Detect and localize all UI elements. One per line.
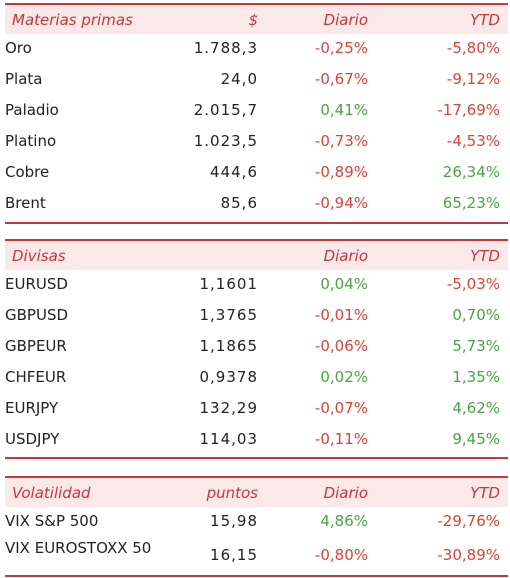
header-label: Divisas: [12, 247, 66, 265]
row-ytd: -9,12%: [446, 70, 500, 88]
row-name: CHFEUR: [5, 368, 67, 386]
section-divider: [5, 575, 508, 577]
row-name: Platino: [5, 132, 57, 150]
row-daily: -0,94%: [314, 194, 368, 212]
row-value: 0,9378: [199, 368, 258, 386]
table-row: CHFEUR 0,9378 0,02% 1,35%: [5, 363, 508, 394]
row-value: 444,6: [210, 163, 258, 181]
row-ytd: -30,89%: [437, 546, 500, 564]
table-row: Plata 24,0 -0,67% -9,12%: [5, 65, 508, 96]
row-value: 1,3765: [199, 306, 258, 324]
row-value: 2.015,7: [193, 101, 258, 119]
volatility-header: Volatilidad puntos Diario YTD: [5, 476, 508, 507]
row-value: 15,98: [210, 512, 258, 530]
row-name: Cobre: [5, 163, 50, 181]
header-label: Materias primas: [12, 11, 133, 29]
row-value: 1.023,5: [193, 132, 258, 150]
header-unit: puntos: [206, 484, 258, 502]
row-ytd: 9,45%: [452, 430, 500, 448]
row-daily: -0,25%: [314, 39, 368, 57]
row-name: USDJPY: [5, 430, 60, 448]
header-daily: Diario: [323, 247, 368, 265]
row-name: EURJPY: [5, 399, 59, 417]
row-name: VIX EUROSTOXX 50: [5, 539, 152, 557]
row-ytd: 1,35%: [452, 368, 500, 386]
table-row: EURUSD 1,1601 0,04% -5,03%: [5, 270, 508, 301]
row-value: 85,6: [220, 194, 258, 212]
row-ytd: -5,03%: [446, 275, 500, 293]
section-divider: [5, 457, 508, 459]
table-row: Paladio 2.015,7 0,41% -17,69%: [5, 96, 508, 127]
header-ytd: YTD: [470, 247, 500, 265]
row-daily: -0,01%: [314, 306, 368, 324]
row-ytd: -4,53%: [446, 132, 500, 150]
row-name: GBPUSD: [5, 306, 69, 324]
table-row: Platino 1.023,5 -0,73% -4,53%: [5, 127, 508, 158]
commodities-table: Materias primas $ Diario YTD Oro 1.788,3…: [5, 3, 508, 220]
header-ytd: YTD: [470, 484, 500, 502]
row-daily: -0,67%: [314, 70, 368, 88]
row-daily: -0,06%: [314, 337, 368, 355]
row-daily: -0,07%: [314, 399, 368, 417]
row-value: 1.788,3: [193, 39, 258, 57]
row-value: 114,03: [199, 430, 258, 448]
section-divider: [5, 222, 508, 224]
row-daily: 0,41%: [320, 101, 368, 119]
row-name: EURUSD: [5, 275, 68, 293]
table-row: USDJPY 114,03 -0,11% 9,45%: [5, 425, 508, 456]
table-row: GBPUSD 1,3765 -0,01% 0,70%: [5, 301, 508, 332]
table-row: EURJPY 132,29 -0,07% 4,62%: [5, 394, 508, 425]
currencies-header: Divisas Diario YTD: [5, 239, 508, 270]
commodities-header: Materias primas $ Diario YTD: [5, 3, 508, 34]
row-ytd: 65,23%: [442, 194, 500, 212]
header-label: Volatilidad: [12, 484, 91, 502]
row-name: Plata: [5, 70, 43, 88]
volatility-table: Volatilidad puntos Diario YTD VIX S&P 50…: [5, 476, 508, 574]
row-value: 1,1865: [199, 337, 258, 355]
row-daily: -0,89%: [314, 163, 368, 181]
row-daily: 0,04%: [320, 275, 368, 293]
row-ytd: 0,70%: [452, 306, 500, 324]
row-ytd: -29,76%: [437, 512, 500, 530]
row-ytd: 5,73%: [452, 337, 500, 355]
table-row: GBPEUR 1,1865 -0,06% 5,73%: [5, 332, 508, 363]
currencies-table: Divisas Diario YTD EURUSD 1,1601 0,04% -…: [5, 239, 508, 456]
table-row: Brent 85,6 -0,94% 65,23%: [5, 189, 508, 220]
row-ytd: 4,62%: [452, 399, 500, 417]
row-ytd: 26,34%: [442, 163, 500, 181]
header-unit: $: [248, 11, 258, 29]
row-value: 24,0: [220, 70, 258, 88]
header-daily: Diario: [323, 484, 368, 502]
row-daily: -0,80%: [314, 546, 368, 564]
row-daily: 4,86%: [320, 512, 368, 530]
table-row: VIX S&P 500 15,98 4,86% -29,76%: [5, 507, 508, 538]
row-name: GBPEUR: [5, 337, 67, 355]
row-value: 16,15: [210, 546, 258, 564]
row-daily: 0,02%: [320, 368, 368, 386]
row-value: 132,29: [199, 399, 258, 417]
row-value: 1,1601: [199, 275, 258, 293]
row-ytd: -17,69%: [437, 101, 500, 119]
row-name: Oro: [5, 39, 32, 57]
header-ytd: YTD: [470, 11, 500, 29]
row-daily: -0,73%: [314, 132, 368, 150]
row-name: Paladio: [5, 101, 59, 119]
row-ytd: -5,80%: [446, 39, 500, 57]
header-daily: Diario: [323, 11, 368, 29]
table-row: Oro 1.788,3 -0,25% -5,80%: [5, 34, 508, 65]
table-row: Cobre 444,6 -0,89% 26,34%: [5, 158, 508, 189]
row-name: Brent: [5, 194, 46, 212]
row-daily: -0,11%: [314, 430, 368, 448]
row-name: VIX S&P 500: [5, 512, 99, 530]
table-row: VIX EUROSTOXX 50 16,15 -0,80% -30,89%: [5, 538, 508, 574]
